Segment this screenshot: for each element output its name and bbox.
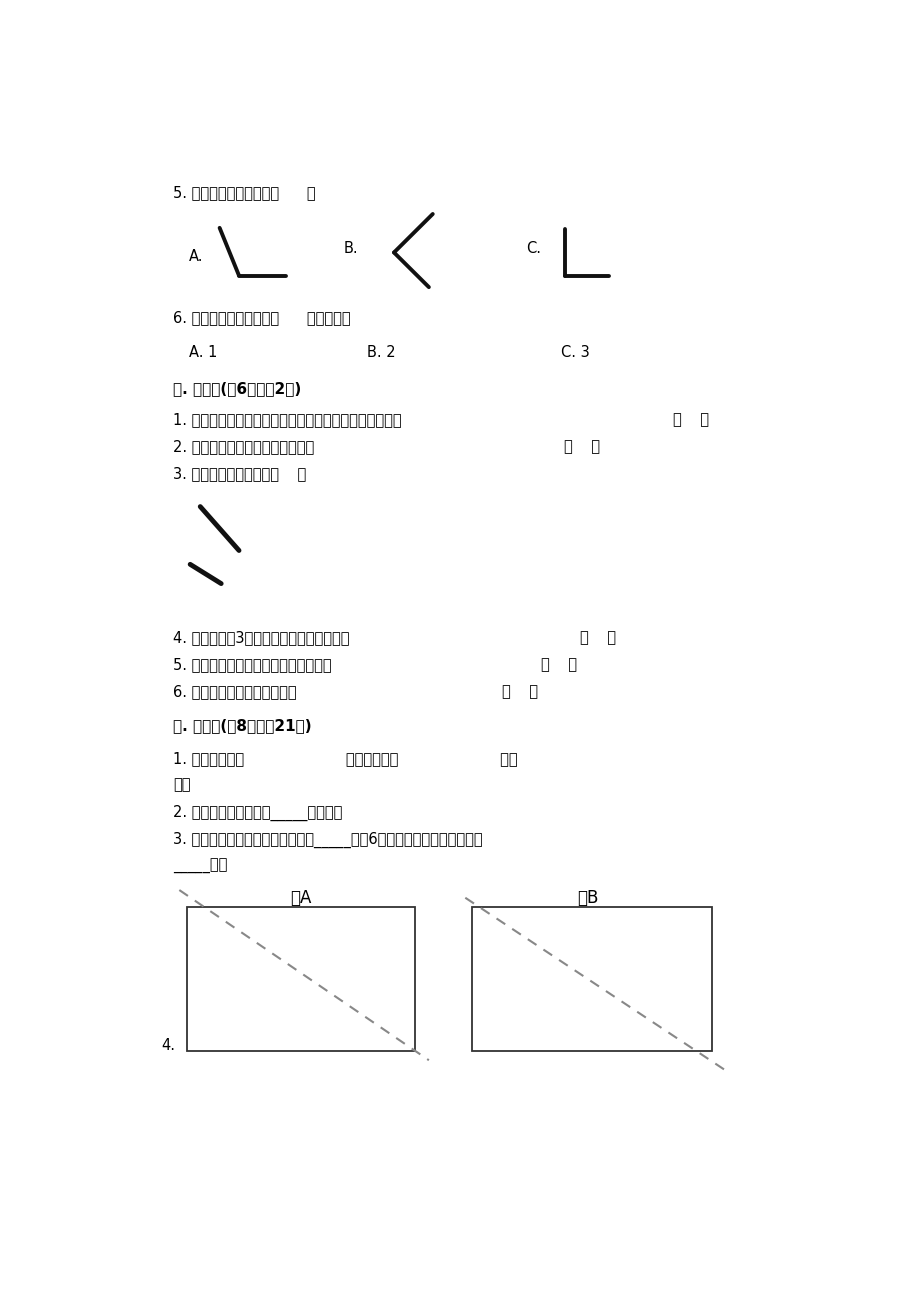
Text: 2. 角的大小与边的长短没有关系。: 2. 角的大小与边的长短没有关系。 <box>173 439 314 454</box>
Text: A.: A. <box>188 249 203 263</box>
Text: （    ）: （ ） <box>502 684 538 699</box>
Text: 3. 钟面上时针与分针所组成的角是_____角。6时整，钟面上时针与分针成: 3. 钟面上时针与分针所组成的角是_____角。6时整，钟面上时针与分针成 <box>173 832 482 848</box>
Text: 1. 把一个角放在放大镜下观察，这个角的大小肯定不变。: 1. 把一个角放在放大镜下观察，这个角的大小肯定不变。 <box>173 411 402 427</box>
Text: （    ）: （ ） <box>540 656 576 672</box>
Text: （    ）: （ ） <box>673 411 709 427</box>
Text: C.: C. <box>525 241 540 256</box>
Text: 4.: 4. <box>162 1038 176 1053</box>
Text: C. 3: C. 3 <box>560 345 589 359</box>
Text: 2. 长方形和正方形都有_____个直角。: 2. 长方形和正方形都有_____个直角。 <box>173 805 342 820</box>
Text: 5. 任何一个角都有一个顶点和两条边。: 5. 任何一个角都有一个顶点和两条边。 <box>173 656 332 672</box>
Text: B. 2: B. 2 <box>367 345 395 359</box>
Text: 6. 任何一个钔角都比直角大。: 6. 任何一个钔角都比直角大。 <box>173 684 297 699</box>
Text: 4. 三角板上的3个角有锐角、直角和钔角。: 4. 三角板上的3个角有锐角、直角和钔角。 <box>173 630 349 644</box>
Text: 6. 一个三角形中至少有（      ）个锐角。: 6. 一个三角形中至少有（ ）个锐角。 <box>173 310 350 326</box>
Text: 图B: 图B <box>576 889 597 907</box>
Text: 1. 角的大小与（                      ）无关，与（                      ）有: 1. 角的大小与（ ）无关，与（ ）有 <box>173 751 517 766</box>
Text: A. 1: A. 1 <box>188 345 217 359</box>
Bar <box>187 907 414 1051</box>
Text: 关。: 关。 <box>173 777 190 793</box>
Text: （    ）: （ ） <box>564 439 600 454</box>
Text: 3. 下面各图形中是角。（    ）: 3. 下面各图形中是角。（ ） <box>173 466 306 480</box>
Text: （    ）: （ ） <box>579 630 616 644</box>
Text: 图A: 图A <box>290 889 312 907</box>
Text: 三. 填空题(兲8题，兲21分): 三. 填空题(兲8题，兲21分) <box>173 719 312 733</box>
Text: 5. 下列图形哪个是角？（      ）: 5. 下列图形哪个是角？（ ） <box>173 185 315 201</box>
Text: _____角。: _____角。 <box>173 858 227 874</box>
Text: B.: B. <box>344 241 357 256</box>
Bar <box>471 907 711 1051</box>
Text: 二. 判断题(兲6题，儧2分): 二. 判断题(兲6题，儧2分) <box>173 381 301 396</box>
